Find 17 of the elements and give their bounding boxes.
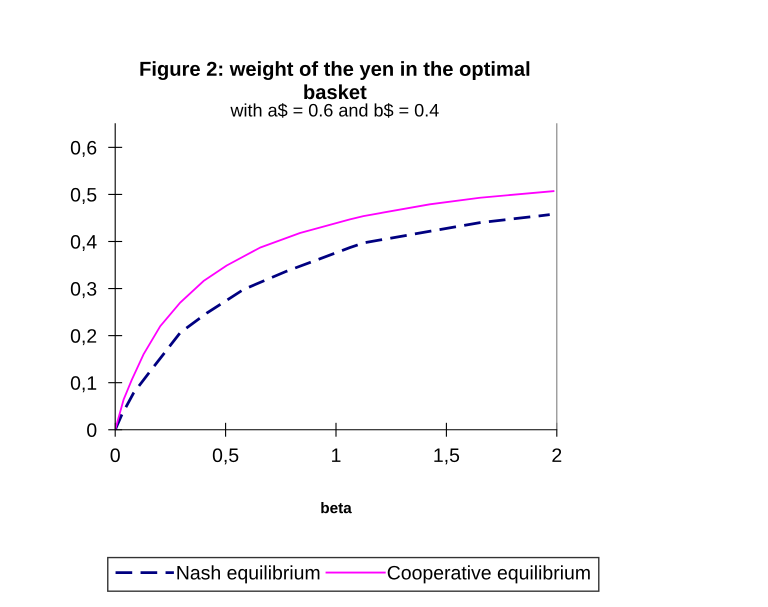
y-tick-label: 0 <box>87 423 96 437</box>
x-tick-label: 0,5 <box>212 448 238 464</box>
y-tick-label: 0,3 <box>70 282 96 298</box>
x-tick-label: 2 <box>552 448 562 462</box>
y-tick-label: 0,2 <box>70 329 96 346</box>
x-axis-title: beta <box>321 502 352 514</box>
y-tick-label: 0,1 <box>70 376 96 392</box>
x-tick-label: 1,5 <box>434 448 460 464</box>
x-tick-label: 1 <box>332 448 340 462</box>
chart-subtitle: with a$ = 0.6 and b$ = 0.4 <box>230 103 439 118</box>
chart-title: Figure 2: weight of the yen in the optimal basket <box>140 61 530 100</box>
x-tick-label: 0 <box>110 448 120 462</box>
y-tick-label: 0,4 <box>70 234 97 252</box>
y-tick-label: 0,6 <box>70 140 96 157</box>
legend-label: Nash equilibrium <box>177 565 320 584</box>
legend-label: Cooperative equilibrium <box>388 565 590 584</box>
y-tick-label: 0,5 <box>70 188 96 204</box>
